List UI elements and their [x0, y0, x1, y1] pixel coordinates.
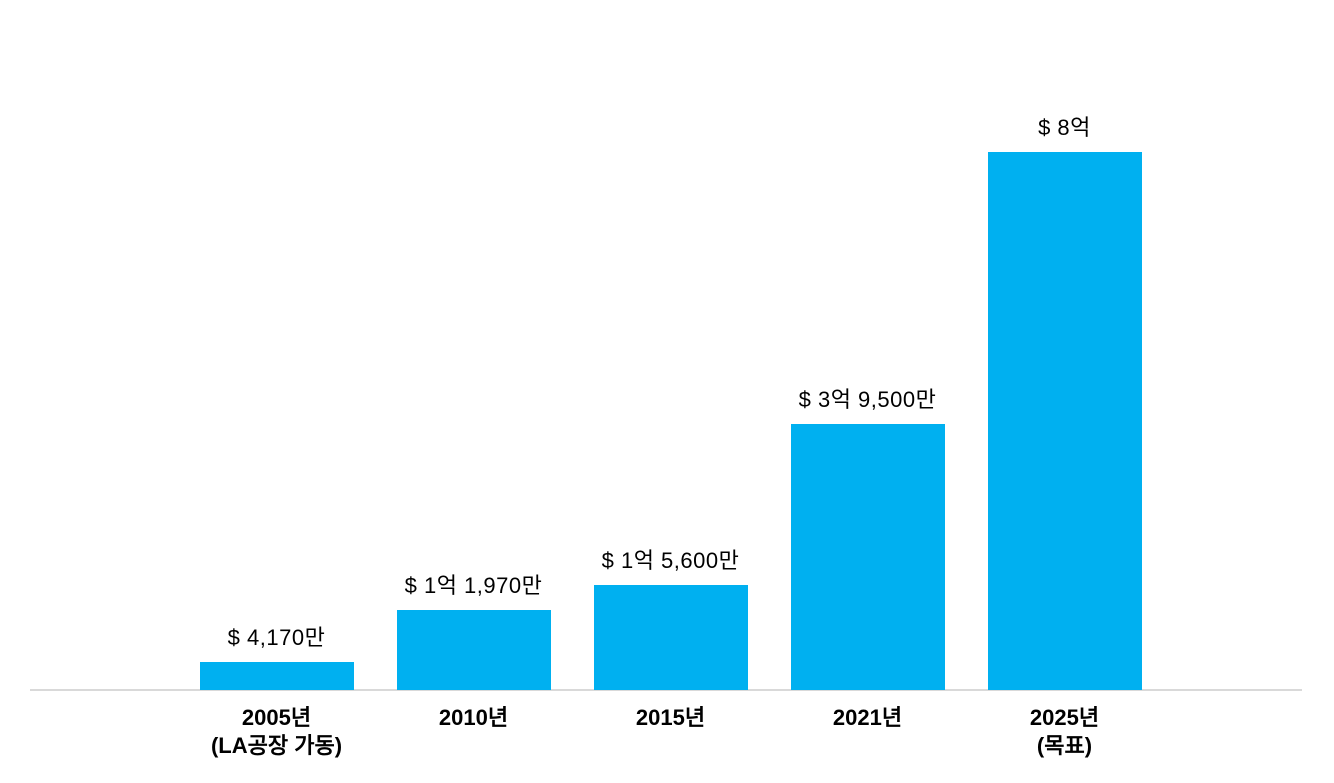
value-label: $ 4,170만: [227, 625, 326, 650]
value-label: $ 1억 5,600만: [601, 548, 740, 573]
category-label: 2021년: [769, 704, 966, 759]
category-label-note: (LA공장 가동): [210, 732, 343, 758]
bar-column: $ 1억 5,600만: [572, 0, 769, 690]
x-axis-line: [30, 689, 1302, 691]
value-label: $ 1억 1,970만: [404, 573, 543, 598]
category-label: 2005년 (LA공장 가동): [178, 704, 375, 759]
bar: [593, 585, 748, 690]
bar: [199, 662, 354, 690]
value-label: $ 3억 9,500만: [798, 387, 937, 412]
category-label-year: 2005년: [241, 705, 312, 730]
value-label: $ 8억: [1038, 115, 1091, 140]
category-label-year: 2010년: [438, 705, 509, 730]
category-label-year: 2021년: [832, 705, 903, 730]
category-label: 2015년: [572, 704, 769, 759]
bar-column: $ 3억 9,500만: [769, 0, 966, 690]
category-labels-row: 2005년 (LA공장 가동) 2010년 2015년 2021년 2025년 (목표): [178, 704, 1163, 759]
bar: [790, 424, 945, 690]
bar-column: $ 1억 1,970만: [375, 0, 572, 690]
bar: [987, 152, 1142, 690]
bar-column: $ 4,170만: [178, 0, 375, 690]
bar-column: $ 8억: [966, 0, 1163, 690]
category-label: 2010년: [375, 704, 572, 759]
bar: [396, 610, 551, 690]
bars-row: $ 4,170만 $ 1억 1,970만 $ 1억 5,600만 $ 3억 9,500…: [178, 0, 1163, 690]
category-label-note: (목표): [1036, 732, 1093, 758]
category-label-year: 2015년: [635, 705, 706, 730]
category-label-year: 2025년: [1029, 705, 1100, 730]
category-label: 2025년 (목표): [966, 704, 1163, 759]
